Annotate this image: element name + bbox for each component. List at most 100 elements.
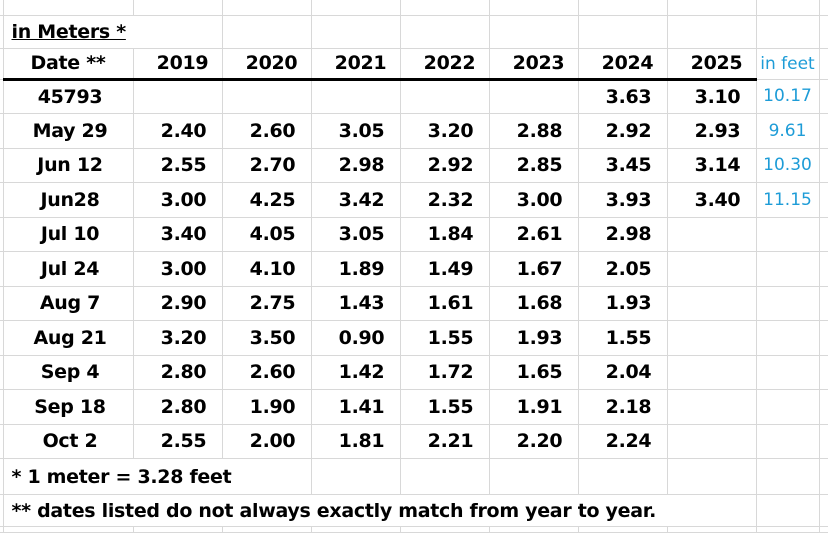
- cell-value[interactable]: 2.92: [400, 148, 490, 183]
- empty-cell[interactable]: [578, 15, 668, 49]
- empty-cell[interactable]: [667, 15, 757, 49]
- cell-value[interactable]: 2.80: [133, 389, 223, 425]
- column-header-2019[interactable]: 2019: [133, 48, 223, 81]
- empty-cell[interactable]: [578, 0, 668, 16]
- cell-value[interactable]: 3.20: [133, 320, 223, 356]
- empty-cell[interactable]: [400, 0, 490, 16]
- empty-cell[interactable]: [819, 389, 828, 425]
- cell-value[interactable]: 1.90: [222, 389, 312, 425]
- empty-cell[interactable]: [489, 0, 579, 16]
- column-header-2022[interactable]: 2022: [400, 48, 490, 81]
- empty-cell[interactable]: [400, 526, 490, 533]
- cell-value[interactable]: 3.42: [311, 182, 401, 218]
- cell-value[interactable]: 3.93: [578, 182, 668, 218]
- empty-cell[interactable]: [0, 389, 4, 425]
- cell-date[interactable]: Jul 10: [3, 217, 134, 252]
- cell-value[interactable]: 1.61: [400, 286, 490, 321]
- cell-feet[interactable]: 11.15: [756, 182, 820, 218]
- empty-cell[interactable]: [311, 0, 401, 16]
- empty-cell[interactable]: [0, 424, 4, 459]
- empty-cell[interactable]: [489, 526, 579, 533]
- cell-value[interactable]: 2.24: [578, 424, 668, 459]
- empty-cell[interactable]: [819, 526, 828, 533]
- empty-cell[interactable]: [133, 526, 223, 533]
- cell-value[interactable]: 1.67: [489, 251, 579, 287]
- cell-value[interactable]: [311, 79, 401, 114]
- cell-value[interactable]: 1.89: [311, 251, 401, 287]
- empty-cell[interactable]: [819, 15, 828, 49]
- cell-value[interactable]: 2.93: [667, 113, 757, 149]
- empty-cell[interactable]: [222, 15, 312, 49]
- empty-cell[interactable]: [311, 458, 401, 495]
- empty-cell[interactable]: [756, 15, 820, 49]
- cell-feet[interactable]: 10.30: [756, 148, 820, 183]
- cell-value[interactable]: 2.80: [133, 355, 223, 390]
- cell-value[interactable]: 3.10: [667, 79, 757, 114]
- empty-cell[interactable]: [0, 0, 4, 16]
- column-header-date[interactable]: Date **: [3, 48, 134, 81]
- cell-value[interactable]: 2.21: [400, 424, 490, 459]
- empty-cell[interactable]: [489, 15, 579, 49]
- empty-cell[interactable]: [667, 526, 757, 533]
- empty-cell[interactable]: [0, 15, 4, 49]
- empty-cell[interactable]: [819, 148, 828, 183]
- cell-value[interactable]: 2.32: [400, 182, 490, 218]
- cell-value[interactable]: 1.84: [400, 217, 490, 252]
- empty-cell[interactable]: [0, 494, 4, 527]
- empty-cell[interactable]: [819, 182, 828, 218]
- cell-date[interactable]: Sep 18: [3, 389, 134, 425]
- cell-feet[interactable]: 9.61: [756, 113, 820, 149]
- cell-value[interactable]: 2.75: [222, 286, 312, 321]
- cell-date[interactable]: Oct 2: [3, 424, 134, 459]
- empty-cell[interactable]: [819, 494, 828, 527]
- cell-date[interactable]: Jul 24: [3, 251, 134, 287]
- empty-cell[interactable]: [0, 182, 4, 218]
- empty-cell[interactable]: [222, 0, 312, 16]
- cell-value[interactable]: 3.40: [133, 217, 223, 252]
- cell-value[interactable]: 2.55: [133, 148, 223, 183]
- cell-value[interactable]: 2.70: [222, 148, 312, 183]
- empty-cell[interactable]: [0, 48, 4, 80]
- empty-cell[interactable]: [0, 526, 4, 533]
- empty-cell[interactable]: [578, 526, 668, 533]
- cell-value[interactable]: 1.91: [489, 389, 579, 425]
- cell-value[interactable]: [667, 286, 757, 321]
- cell-value[interactable]: [667, 355, 757, 390]
- column-header-2020[interactable]: 2020: [222, 48, 312, 81]
- cell-value[interactable]: [400, 79, 490, 114]
- cell-value[interactable]: 2.00: [222, 424, 312, 459]
- empty-cell[interactable]: [400, 458, 490, 495]
- cell-value[interactable]: 1.42: [311, 355, 401, 390]
- empty-cell[interactable]: [578, 458, 668, 495]
- cell-value[interactable]: 1.68: [489, 286, 579, 321]
- footnote-meter-conversion[interactable]: * 1 meter = 3.28 feet: [3, 458, 312, 495]
- cell-value[interactable]: 1.93: [578, 286, 668, 321]
- column-header-2025[interactable]: 2025: [667, 48, 757, 81]
- sheet-title[interactable]: in Meters *: [3, 15, 223, 49]
- cell-value[interactable]: 2.60: [222, 355, 312, 390]
- cell-value[interactable]: 0.90: [311, 320, 401, 356]
- cell-value[interactable]: [667, 424, 757, 459]
- empty-cell[interactable]: [819, 286, 828, 321]
- cell-date[interactable]: Aug 7: [3, 286, 134, 321]
- cell-value[interactable]: 2.55: [133, 424, 223, 459]
- empty-cell[interactable]: [819, 424, 828, 459]
- cell-value[interactable]: 1.72: [400, 355, 490, 390]
- cell-value[interactable]: 1.55: [400, 389, 490, 425]
- empty-cell[interactable]: [0, 458, 4, 495]
- cell-feet[interactable]: 10.17: [756, 79, 820, 114]
- cell-feet[interactable]: [756, 389, 820, 425]
- cell-value[interactable]: 2.18: [578, 389, 668, 425]
- column-header-2023[interactable]: 2023: [489, 48, 579, 81]
- column-header-2021[interactable]: 2021: [311, 48, 401, 81]
- cell-value[interactable]: 3.00: [133, 182, 223, 218]
- cell-value[interactable]: [667, 251, 757, 287]
- cell-date[interactable]: Aug 21: [3, 320, 134, 356]
- empty-cell[interactable]: [0, 113, 4, 149]
- empty-cell[interactable]: [222, 526, 312, 533]
- empty-cell[interactable]: [819, 217, 828, 252]
- cell-date[interactable]: 45793: [3, 79, 134, 114]
- empty-cell[interactable]: [0, 320, 4, 356]
- empty-cell[interactable]: [819, 320, 828, 356]
- cell-value[interactable]: 4.10: [222, 251, 312, 287]
